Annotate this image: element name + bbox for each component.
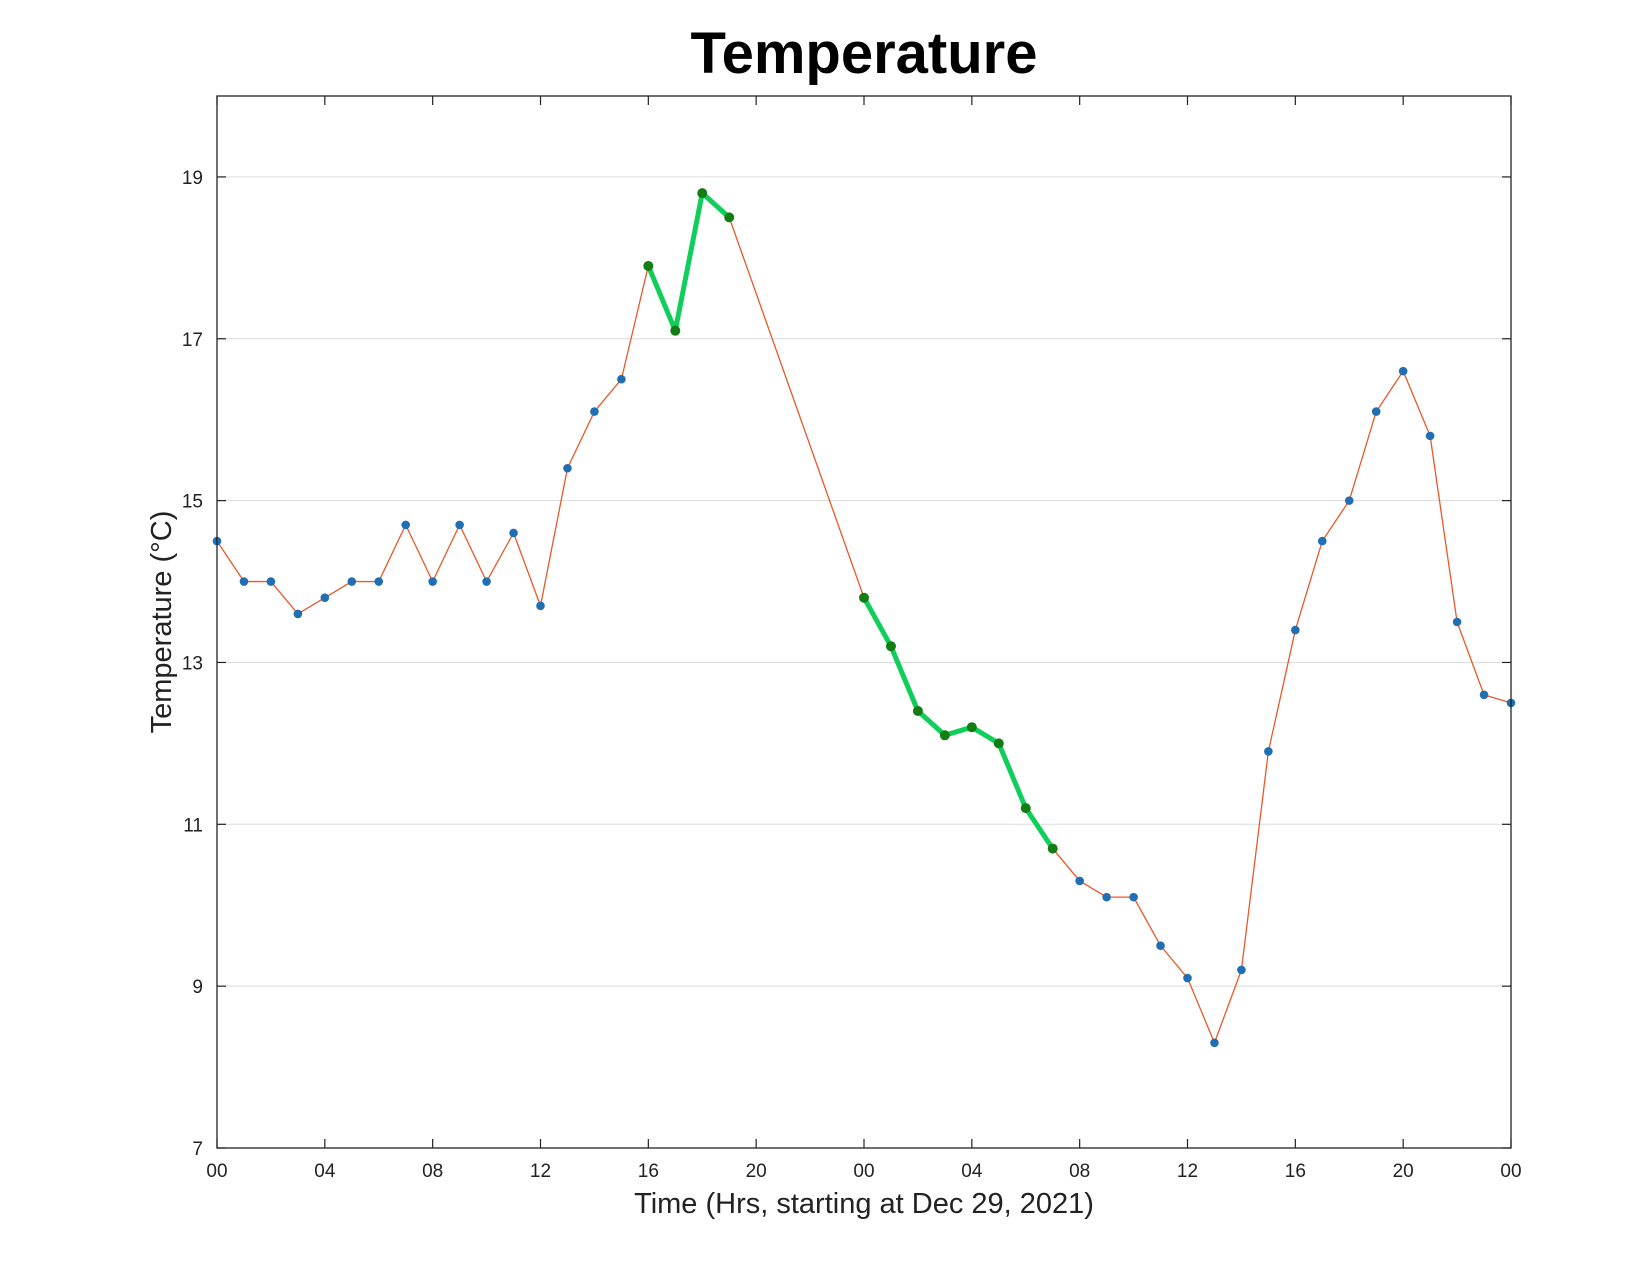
data-point — [1452, 617, 1462, 627]
x-tick-label: 16 — [1285, 1161, 1306, 1182]
data-point — [1237, 965, 1246, 975]
y-tick-label: 17 — [182, 330, 203, 351]
x-tick-label: 00 — [853, 1161, 874, 1182]
y-tick-label: 11 — [183, 815, 203, 836]
data-point — [428, 577, 437, 586]
tick-layer: 7 9 11 13 15 17 19 00 04 08 12 16 20 00 04 08 12 16 20 00 — [182, 96, 1522, 1182]
data-point — [1398, 366, 1408, 376]
data-point — [1317, 536, 1327, 546]
x-tick-label: 00 — [1500, 1161, 1521, 1182]
highlight-point — [966, 722, 977, 733]
y-tick-label: 19 — [182, 168, 203, 189]
highlight-point — [993, 738, 1004, 749]
highlight-point — [912, 706, 923, 717]
data-point — [1210, 1038, 1219, 1048]
highlight-segment-line — [861, 595, 1056, 852]
x-tick-label: 12 — [1177, 1161, 1198, 1182]
highlight-point — [697, 188, 708, 199]
y-axis-label: Temperature (°C) — [146, 511, 178, 734]
plot-area-frame — [216, 95, 1512, 1149]
data-point — [1344, 496, 1354, 505]
data-point — [1479, 690, 1489, 700]
highlight-point — [1020, 803, 1031, 814]
y-tick-label: 13 — [182, 653, 203, 674]
y-tick-label: 15 — [182, 492, 203, 513]
data-point — [1102, 892, 1111, 902]
data-point — [293, 609, 303, 619]
highlight-point — [885, 641, 896, 652]
data-point — [617, 374, 626, 384]
chart-title: Temperature — [690, 21, 1037, 86]
data-layer — [212, 188, 1516, 1048]
x-tick-label: 04 — [961, 1161, 983, 1182]
highlight-point — [724, 212, 735, 223]
x-tick-label: 16 — [638, 1161, 659, 1182]
grid-layer — [217, 176, 1511, 987]
x-tick-label: 20 — [1393, 1161, 1414, 1182]
data-point — [482, 577, 491, 586]
data-point — [266, 577, 276, 586]
data-point — [509, 528, 518, 538]
data-point — [401, 520, 411, 530]
highlight-point — [859, 592, 869, 603]
highlight-point — [670, 325, 681, 336]
data-point — [1425, 431, 1435, 441]
highlight-point — [643, 260, 654, 271]
data-point — [1156, 941, 1165, 950]
x-tick-label: 08 — [422, 1161, 443, 1182]
x-tick-label: 04 — [314, 1161, 336, 1182]
data-point — [1183, 973, 1192, 983]
x-tick-label: 12 — [530, 1161, 551, 1182]
data-point — [536, 601, 545, 611]
data-point — [1291, 625, 1300, 635]
x-tick-label: 00 — [206, 1161, 227, 1182]
data-point — [1129, 892, 1138, 902]
highlight-point — [939, 730, 950, 741]
x-axis-label: Time (Hrs, starting at Dec 29, 2021) — [634, 1188, 1094, 1220]
data-point — [1075, 876, 1084, 886]
data-point — [347, 577, 357, 586]
data-point — [563, 463, 572, 473]
data-point — [1371, 407, 1381, 416]
data-point — [455, 520, 464, 530]
data-point — [590, 407, 599, 416]
temperature-series-line — [216, 191, 1512, 1045]
x-tick-label: 20 — [746, 1161, 767, 1182]
highlight-point — [1047, 843, 1058, 854]
x-tick-label: 08 — [1069, 1161, 1090, 1182]
data-point — [1264, 747, 1273, 756]
data-point — [374, 577, 384, 586]
data-point — [239, 577, 249, 586]
highlight-segment-line — [645, 190, 732, 334]
y-tick-label: 9 — [192, 977, 203, 998]
y-tick-label: 7 — [192, 1139, 203, 1160]
data-point — [320, 593, 330, 603]
